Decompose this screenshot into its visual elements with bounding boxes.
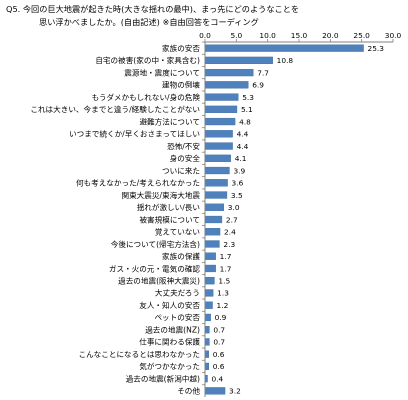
- bar: [204, 166, 230, 175]
- category-label: 大丈夫だろう: [155, 288, 200, 298]
- value-label: 2.4: [224, 228, 236, 237]
- bar: [204, 240, 220, 248]
- category-label: ガス・火の元・電気の確認: [109, 263, 201, 273]
- bar: [204, 68, 254, 77]
- category-label: 恐怖/不安: [167, 141, 200, 151]
- value-label: 25.3: [368, 44, 385, 53]
- category-label: 仕事に関わる保護: [139, 337, 200, 347]
- category-label: もうダメかもしれない/身の危険: [92, 92, 201, 102]
- value-label: 1.5: [218, 277, 230, 286]
- value-label: 0.7: [213, 338, 225, 347]
- category-label: 被害規模について: [139, 214, 200, 224]
- value-label: 0.6: [213, 350, 225, 359]
- value-label: 3.0: [228, 203, 240, 212]
- bar: [204, 252, 216, 260]
- bar: [204, 191, 228, 199]
- bar: [204, 81, 249, 89]
- category-label: 気がつかなかった: [139, 361, 200, 371]
- bar: [204, 338, 210, 346]
- bar: [204, 277, 215, 285]
- bar: [204, 350, 209, 358]
- value-label: 3.6: [232, 179, 244, 188]
- value-label: 2.3: [223, 240, 235, 249]
- category-label: いつまで続くか/早くおさまってほしい: [69, 129, 200, 139]
- value-label: 1.7: [220, 252, 232, 261]
- value-label: 7.7: [257, 68, 269, 77]
- x-tick-label: 30.0: [385, 31, 402, 40]
- category-label: その他: [177, 386, 200, 396]
- value-label: 1.2: [217, 301, 229, 310]
- category-label: 建物の倒壊: [162, 80, 200, 90]
- category-label: 今後について(帰宅方法含): [111, 239, 200, 249]
- category-label: 覚えていない: [155, 227, 200, 237]
- value-label: 4.1: [235, 154, 247, 163]
- bar: [204, 44, 364, 52]
- category-label: これは大きい、今までと違う/経験したことがない: [30, 104, 200, 114]
- bar: [204, 203, 224, 211]
- chart-title-line-2: 思い浮かべましたか。(自由記述) ※自由回答をコーディング: [39, 17, 259, 27]
- category-label: 家族の保護: [162, 251, 200, 261]
- bar: [204, 387, 226, 395]
- category-label: 過去の地震(阪神大震災): [118, 276, 200, 286]
- bar: [204, 117, 236, 126]
- value-label: 3.5: [231, 191, 243, 200]
- category-label: 何も考えなかった/考えられなかった: [76, 178, 200, 188]
- bar: [204, 264, 216, 273]
- x-tick-label: 10.0: [259, 31, 276, 40]
- category-label: 関東大震災/東海大地震: [122, 190, 201, 200]
- value-label: 0.4: [212, 374, 224, 383]
- value-label: 5.1: [241, 105, 253, 114]
- value-label: 5.3: [242, 93, 254, 102]
- value-label: 1.3: [217, 289, 229, 298]
- category-label: こんなことになるとは思わなかった: [79, 350, 201, 359]
- value-label: 4.4: [237, 142, 249, 151]
- value-label: 3.2: [229, 387, 241, 396]
- value-label: 1.7: [220, 264, 232, 273]
- category-label: 震源地・震度について: [124, 67, 200, 77]
- value-label: 0.6: [213, 362, 225, 371]
- value-label: 10.8: [277, 56, 294, 65]
- bar: [204, 130, 233, 138]
- category-label: 身の安全: [170, 153, 201, 163]
- x-tick-label: 0.0: [199, 31, 211, 40]
- value-label: 0.9: [215, 313, 227, 322]
- chart-title-line-1: Q5. 今回の巨大地震が起きた時(大きな揺れの最中)、まっ先にどのようなことを: [6, 4, 300, 14]
- category-label: 避難方法について: [139, 116, 200, 126]
- bar: [204, 289, 214, 297]
- category-label: 過去の地震(新潟中越): [126, 373, 200, 383]
- bar: [204, 228, 221, 236]
- category-label: 過去の地震(NZ): [145, 324, 200, 334]
- x-tick-label: 5.0: [230, 31, 242, 40]
- bar: [204, 154, 231, 162]
- category-label: ついに来た: [162, 166, 200, 175]
- category-label: 揺れが激しい/長い: [137, 202, 200, 212]
- bar: [204, 142, 233, 150]
- x-tick-label: 20.0: [322, 31, 339, 40]
- bar: [204, 179, 228, 187]
- bar: [204, 301, 213, 309]
- category-label: 家族の安否: [162, 43, 200, 53]
- bar: [204, 105, 238, 113]
- bar: [204, 56, 273, 64]
- x-tick-label: 15.0: [291, 31, 308, 40]
- bar: [204, 215, 223, 224]
- bar: [204, 326, 210, 334]
- x-tick-label: 25.0: [353, 31, 370, 40]
- bar: [204, 93, 239, 101]
- category-label: 自宅の被害(家の中・家具含む): [95, 55, 200, 65]
- value-label: 4.8: [239, 117, 251, 126]
- value-label: 3.9: [233, 166, 245, 175]
- bar: [204, 313, 211, 322]
- bar: [204, 362, 209, 371]
- category-label: 友人・知人の安否: [139, 300, 200, 310]
- chart-title: Q5. 今回の巨大地震が起きた時(大きな揺れの最中)、まっ先にどのようなことを …: [6, 3, 406, 29]
- value-label: 4.4: [237, 130, 249, 139]
- value-label: 6.9: [252, 81, 264, 90]
- category-label: ペットの安否: [154, 312, 200, 322]
- value-label: 2.7: [226, 215, 238, 224]
- value-label: 0.7: [213, 325, 225, 334]
